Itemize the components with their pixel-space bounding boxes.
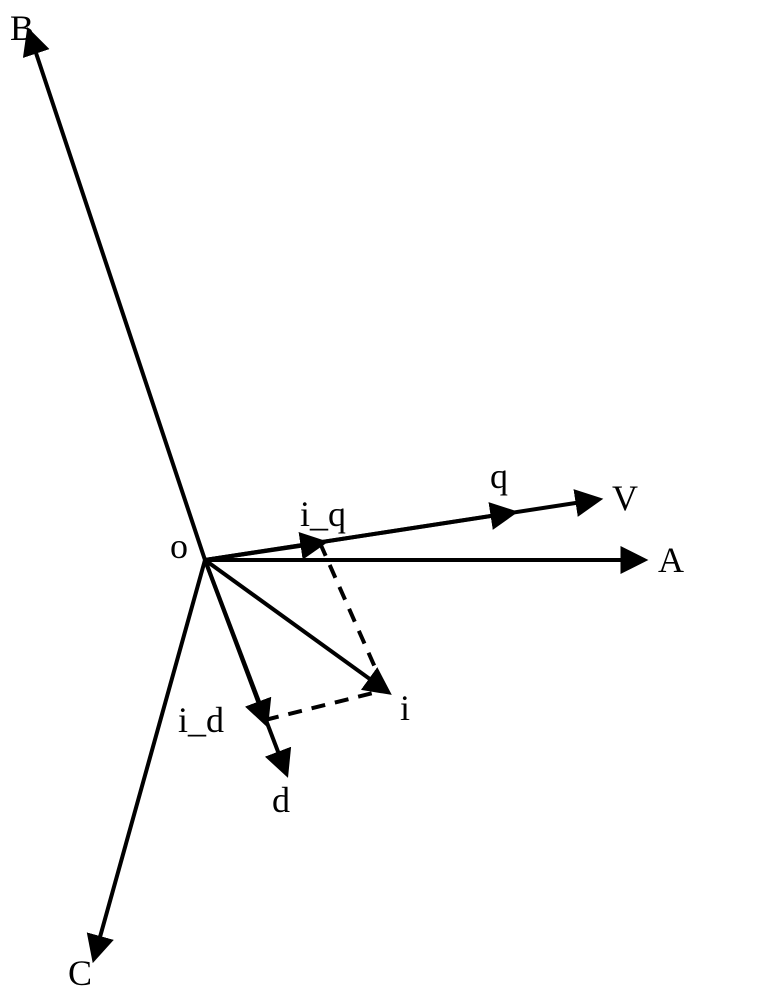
dashed-line-1 xyxy=(265,690,385,720)
label-i_q: i_q xyxy=(300,494,346,534)
label-C: C xyxy=(68,953,92,993)
axis-iq xyxy=(205,543,320,560)
label-i: i xyxy=(400,688,410,728)
vector-diagram: o A B C Vq d i i_q i_d xyxy=(0,0,769,1000)
label-B: B xyxy=(10,8,34,48)
label-d: d xyxy=(272,780,290,820)
label-i_d: i_d xyxy=(178,700,224,740)
label-q: q xyxy=(490,456,508,496)
axis-i xyxy=(205,560,385,690)
axis-C xyxy=(95,560,205,955)
axis-B xyxy=(30,35,205,560)
label-V: V xyxy=(612,478,638,518)
label-A: A xyxy=(658,540,684,580)
label-o: o xyxy=(170,526,188,566)
